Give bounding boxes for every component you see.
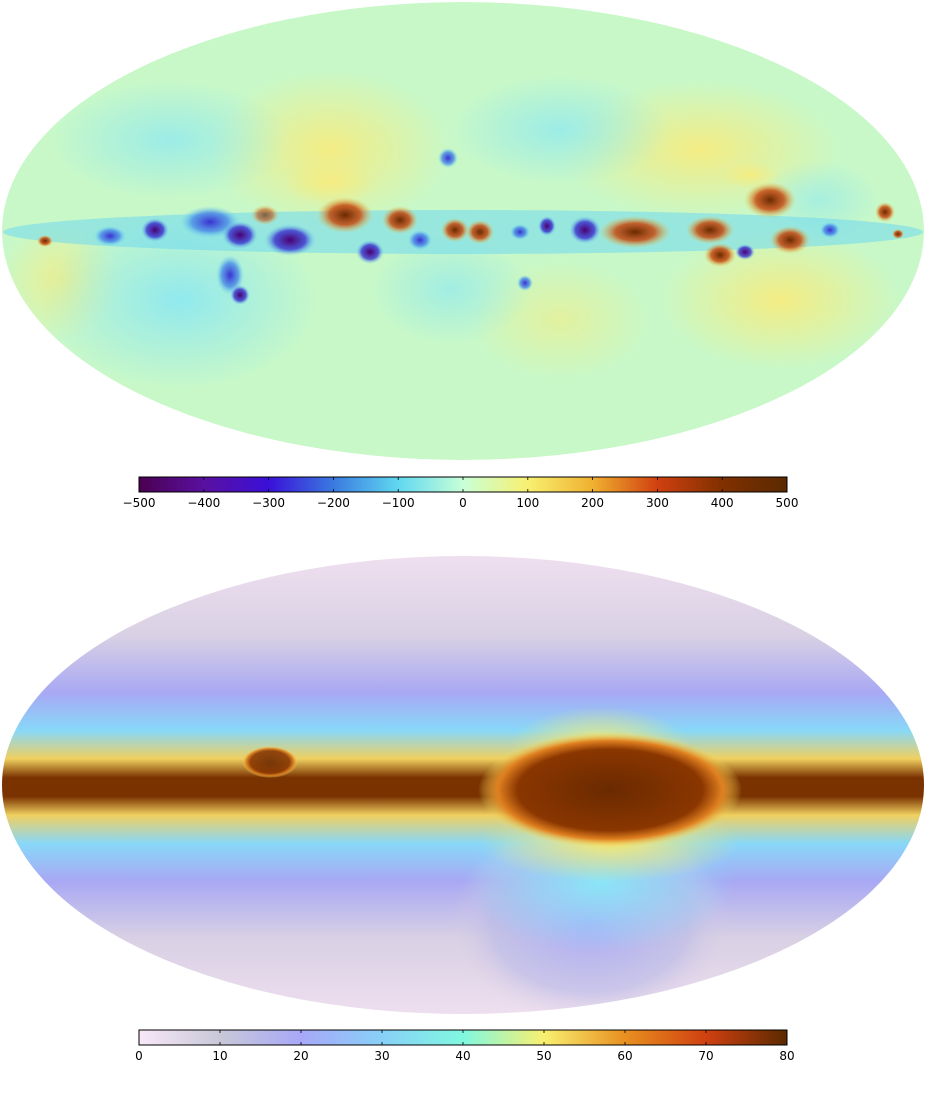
colorbar-tick-label: 20: [293, 1049, 308, 1063]
colorbar-tick-label: 0: [459, 496, 467, 510]
colorbar-tick-label: 100: [516, 496, 539, 510]
colorbar-ticks-top: −500 −400 −300 −200 −100 0 100 200 300 400 500: [123, 477, 799, 510]
colorbar-bottom: 0 10 20 30 40 50 60 70 80: [135, 1029, 795, 1063]
colorbar-tick-label: 0: [135, 1049, 143, 1063]
colorbar-tick-label: −400: [187, 496, 220, 510]
map-panel-bottom: 0 10 20 30 40 50 60 70 80: [0, 552, 926, 1072]
colorbar-tick-label: 200: [581, 496, 604, 510]
colorbar-tick-label: 300: [646, 496, 669, 510]
colorbar-tick-label: 80: [779, 1049, 794, 1063]
colorbar-ticks-bottom: 0 10 20 30 40 50 60 70 80: [135, 1030, 795, 1063]
map-panel-top: −500 −400 −300 −200 −100 0 100 200 300 400 500: [0, 0, 926, 520]
map-surface-top: [2, 2, 924, 460]
colorbar-tick-label: 10: [212, 1049, 227, 1063]
colorbar-tick-label: −300: [252, 496, 285, 510]
colorbar-tick-label: 30: [374, 1049, 389, 1063]
colorbar-tick-label: 40: [455, 1049, 470, 1063]
colorbar-tick-label: 400: [711, 496, 734, 510]
colorbar-tick-label: −500: [123, 496, 156, 510]
colorbar-tick-label: −100: [382, 496, 415, 510]
mollweide-map-bottom: 0 10 20 30 40 50 60 70 80: [2, 556, 924, 1063]
colorbar-tick-label: 70: [698, 1049, 713, 1063]
colorbar-top: −500 −400 −300 −200 −100 0 100 200 300 400 500: [123, 476, 799, 510]
map-surface-bottom: [2, 556, 924, 1014]
colorbar-tick-label: 50: [536, 1049, 551, 1063]
colorbar-tick-label: 60: [617, 1049, 632, 1063]
colorbar-tick-label: −200: [317, 496, 350, 510]
colorbar-tick-label: 500: [776, 496, 799, 510]
mollweide-map-top: −500 −400 −300 −200 −100 0 100 200 300 400 500: [2, 2, 924, 510]
